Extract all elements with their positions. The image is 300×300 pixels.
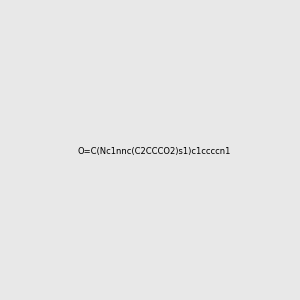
Text: O=C(Nc1nnc(C2CCCO2)s1)c1ccccn1: O=C(Nc1nnc(C2CCCO2)s1)c1ccccn1: [77, 147, 230, 156]
